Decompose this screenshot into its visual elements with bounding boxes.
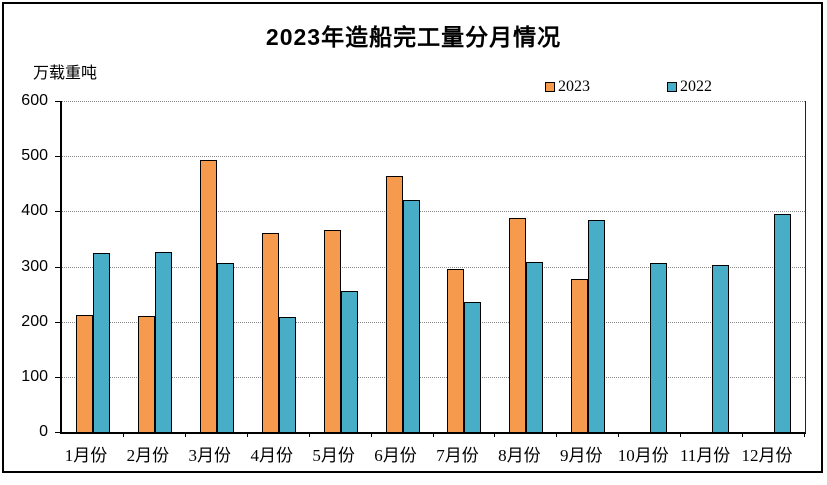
y-axis-tick-100	[55, 376, 60, 378]
x-axis-label-2月份: 2月份	[126, 446, 170, 465]
bar-2023-4月份	[261, 232, 279, 432]
bar-2023-1月份	[75, 315, 93, 432]
legend-swatch-2022	[667, 82, 677, 92]
gridline-100	[62, 376, 805, 378]
x-axis-tick-6	[432, 432, 434, 437]
x-axis-label-6月份: 6月份	[374, 446, 417, 465]
legend-swatch-2023	[545, 82, 555, 92]
y-axis-label-0: 0	[39, 423, 48, 440]
y-axis-tick-0	[55, 432, 60, 433]
legend-item-2023: 2023	[545, 78, 590, 96]
bar-2023-7月份	[447, 268, 465, 432]
x-axis-label-1月份: 1月份	[64, 446, 108, 465]
x-axis-label-9月份: 9月份	[560, 446, 603, 465]
x-axis-label-7月份: 7月份	[436, 446, 479, 465]
bar-2023-8月份	[509, 217, 527, 432]
x-axis-tick-1	[122, 432, 124, 437]
bar-2023-5月份	[323, 229, 341, 432]
bar-2022-1月份	[92, 252, 110, 432]
gridline-400	[62, 211, 805, 213]
x-axis-tick-3	[246, 432, 248, 437]
gridline-300	[62, 266, 805, 268]
gridline-600	[62, 101, 805, 102]
bar-2022-9月份	[588, 219, 606, 432]
x-axis-label-4月份: 4月份	[250, 446, 293, 465]
bar-2023-3月份	[199, 160, 217, 432]
y-axis-label-400: 400	[21, 202, 48, 220]
x-axis-label-8月份: 8月份	[498, 446, 541, 465]
y-axis-label-100: 100	[21, 367, 48, 385]
x-axis-tick-8	[556, 432, 558, 437]
x-axis-tick-11	[742, 432, 744, 437]
bar-2023-6月份	[385, 176, 403, 432]
y-axis-tick-500	[55, 156, 60, 158]
bar-2022-2月份	[154, 251, 172, 432]
x-axis-label-5月份: 5月份	[312, 446, 355, 465]
x-axis-tick-7	[494, 432, 496, 437]
x-axis-label-12月份: 12月份	[741, 446, 793, 465]
bar-2022-6月份	[402, 200, 420, 432]
y-axis-label-600: 600	[21, 92, 48, 109]
gridline-500	[62, 156, 805, 158]
bar-2023-9月份	[571, 279, 589, 432]
y-axis-tick-600	[55, 101, 60, 102]
bar-2022-3月份	[216, 262, 234, 432]
bar-2022-7月份	[464, 301, 482, 432]
legend-label-2022: 2022	[680, 78, 712, 95]
bar-2022-8月份	[526, 261, 544, 432]
x-axis-tick-9	[618, 432, 620, 437]
y-axis-tick-200	[55, 321, 60, 323]
x-axis-label-10月份: 10月份	[617, 446, 669, 465]
y-axis-tick-300	[55, 266, 60, 268]
y-axis-label-500: 500	[21, 147, 48, 165]
bar-2022-5月份	[340, 290, 358, 432]
legend-item-2022: 2022	[667, 78, 712, 96]
x-axis-label-3月份: 3月份	[188, 446, 232, 465]
bar-2022-12月份	[774, 213, 792, 432]
x-axis-tick-2	[184, 432, 186, 437]
x-axis-tick-10	[680, 432, 682, 437]
plot-area	[55, 101, 806, 437]
bar-2022-4月份	[278, 316, 296, 432]
y-axis-label-200: 200	[21, 312, 48, 330]
legend-label-2023: 2023	[558, 78, 590, 95]
bar-2022-10月份	[650, 262, 668, 432]
gridline-200	[62, 321, 805, 323]
x-axis-tick-5	[370, 432, 372, 437]
bar-2023-2月份	[137, 315, 155, 432]
x-axis-label-11月份: 11月份	[679, 446, 731, 465]
bar-2022-11月份	[712, 264, 730, 432]
chart-title: 2023年造船完工量分月情况	[265, 24, 562, 50]
y-axis-unit-label: 万载重吨	[33, 65, 98, 82]
x-axis-tick-4	[308, 432, 310, 437]
y-axis-label-300: 300	[21, 257, 48, 275]
y-axis-tick-400	[55, 211, 60, 213]
x-axis-tick-12	[804, 432, 805, 437]
